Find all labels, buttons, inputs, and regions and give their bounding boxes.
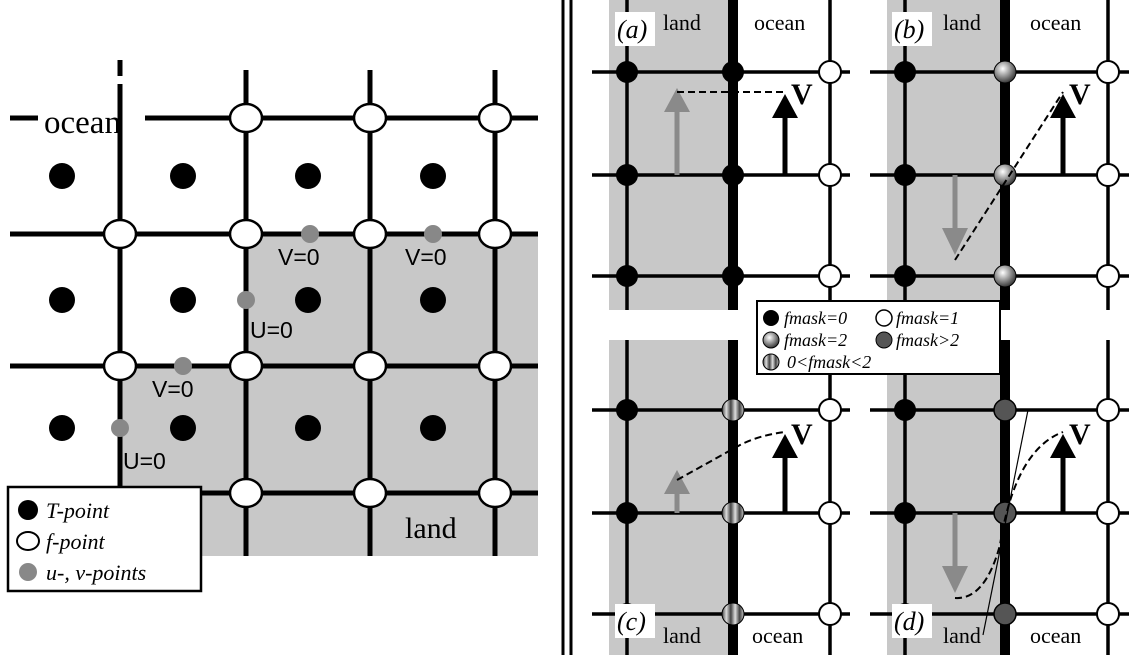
land-region <box>120 234 538 556</box>
legend-fmask1-label: fmask=1 <box>896 308 959 328</box>
panel-a: V (a) land ocean <box>592 0 850 310</box>
t-points <box>49 163 446 441</box>
panel-b-ocean: ocean <box>1030 10 1081 35</box>
uv-points <box>111 225 442 437</box>
legend-fmaskmid-label: 0<fmask<2 <box>787 352 871 372</box>
legend-fmask2-swatch <box>762 331 780 349</box>
panel-c-ocean: ocean <box>752 623 803 648</box>
panel-d-velocity: V <box>1069 418 1091 451</box>
left-panel: ocean V=0 <box>6 60 538 593</box>
panel-c-land: land <box>663 623 701 648</box>
legend-uv-swatch <box>19 563 37 581</box>
boundary-label-v1: V=0 <box>278 244 320 270</box>
legend-fmask0-label: fmask=0 <box>784 308 847 328</box>
ocean-label: ocean <box>44 105 121 141</box>
legend-fmaskmid-swatch <box>762 353 780 371</box>
panel-b-land: land <box>943 10 981 35</box>
boundary-label-u2: U=0 <box>123 448 166 474</box>
left-legend: T-point f-point u-, v-points <box>6 485 203 593</box>
legend-fmask2-label: fmask=2 <box>784 330 847 350</box>
panel-d-letter: (d) <box>894 607 924 636</box>
panel-b-velocity: V <box>1069 78 1091 111</box>
legend-fmaskgt2-label: fmask>2 <box>896 330 959 350</box>
fmask-legend: fmask=0 fmask=1 fmask=2 fmask>2 0<fmask<… <box>756 300 1001 375</box>
boundary-label-u1: U=0 <box>250 317 293 343</box>
land-label: land <box>405 512 457 545</box>
legend-fmask0-swatch <box>763 310 779 326</box>
panel-d-ocean: ocean <box>1030 623 1081 648</box>
boundary-label-v3: V=0 <box>152 376 194 402</box>
legend-fmaskgt2-swatch <box>875 331 893 349</box>
panel-d: V (d) land ocean <box>870 340 1129 655</box>
panel-a-land: land <box>663 10 701 35</box>
legend-fmask1-swatch <box>875 309 893 327</box>
legend-uv-label: u-, v-points <box>46 560 146 585</box>
panel-a-letter: (a) <box>617 15 647 44</box>
panel-c-velocity: V <box>791 418 813 451</box>
boundary-labels: V=0 V=0 U=0 V=0 U=0 <box>123 244 447 474</box>
panel-a-velocity: V <box>791 78 813 111</box>
panel-b-letter: (b) <box>894 15 924 44</box>
panel-c-letter: (c) <box>617 607 646 636</box>
panel-d-land: land <box>943 623 981 648</box>
divider <box>561 0 573 655</box>
legend-f-label: f-point <box>46 529 106 554</box>
legend-f-swatch <box>16 531 40 551</box>
panel-a-ocean: ocean <box>754 10 805 35</box>
legend-t-swatch <box>18 500 38 520</box>
legend-t-label: T-point <box>46 498 110 523</box>
f-points <box>102 102 513 509</box>
right-panel: V (a) land ocean <box>592 0 1129 655</box>
panel-b: V (b) land ocean <box>870 0 1129 310</box>
panel-c: V (c) land ocean <box>592 340 850 655</box>
boundary-label-v2: V=0 <box>405 244 447 270</box>
